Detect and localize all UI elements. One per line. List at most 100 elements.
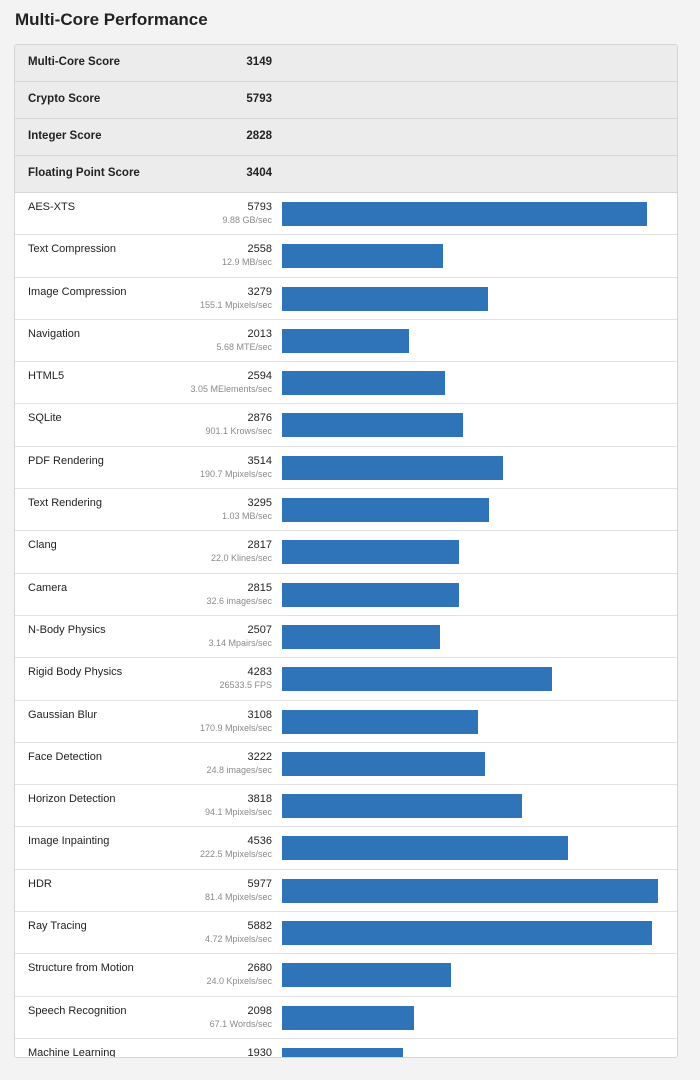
benchmark-row: Image Inpainting 4536 222.5 Mpixels/sec	[15, 827, 677, 870]
summary-value: 2828	[246, 130, 272, 142]
score-bar	[282, 878, 658, 903]
bar-track	[282, 244, 666, 269]
benchmark-name: Horizon Detection	[28, 793, 116, 806]
benchmark-name: Gaussian Blur	[28, 708, 98, 721]
benchmark-rate: 901.1 Krows/sec	[205, 426, 272, 437]
benchmark-row: Machine Learning193074.6 images/sec	[15, 1038, 677, 1057]
benchmark-score: 4283	[247, 666, 272, 679]
benchmark-rate: 32.6 images/sec	[206, 595, 272, 606]
benchmark-name: Rigid Body Physics	[28, 666, 123, 679]
benchmark-score: 5882	[247, 920, 272, 933]
bar-track	[282, 540, 666, 565]
benchmark-name: Text Rendering	[28, 497, 102, 510]
benchmark-rate: 222.5 Mpixels/sec	[199, 849, 272, 860]
bar-track	[282, 371, 666, 396]
benchmark-name: HTML5	[28, 370, 65, 383]
benchmark-name: Navigation	[28, 327, 80, 340]
summary-value: 3404	[246, 167, 272, 179]
bar-track	[282, 963, 666, 988]
benchmark-row: Text Rendering 3295 1.03 MB/sec	[15, 489, 677, 532]
benchmark-rate: 24.8 images/sec	[206, 764, 272, 775]
benchmark-score: 2594	[247, 370, 272, 383]
benchmark-rate: 81.4 Mpixels/sec	[204, 891, 272, 902]
page-title: Multi-Core Performance	[15, 10, 208, 29]
benchmark-row: Face Detection 3222 24.8 images/sec	[15, 742, 677, 786]
summary-row-floating-point: Floating Point Score 3404	[15, 156, 677, 193]
benchmark-name: Speech Recognition	[28, 1004, 127, 1017]
benchmark-score: 3514	[247, 454, 272, 467]
benchmark-rate: 170.9 Mpixels/sec	[199, 722, 272, 733]
bar-track	[282, 1047, 666, 1057]
bar-track	[282, 709, 666, 734]
summary-label: Integer Score	[28, 130, 102, 142]
benchmark-name: Camera	[28, 581, 68, 594]
score-bar	[282, 794, 522, 819]
bar-track	[282, 1005, 666, 1030]
benchmark-score: 3222	[247, 750, 272, 763]
benchmark-score: 2815	[247, 581, 272, 594]
benchmark-rate: 3.05 MElements/sec	[190, 384, 272, 395]
score-bar	[282, 286, 488, 311]
benchmark-name: Ray Tracing	[28, 920, 87, 933]
benchmark-rate: 67.1 Words/sec	[209, 1018, 272, 1029]
benchmark-row: Camera 2815 32.6 images/sec	[15, 573, 677, 616]
benchmark-rate: 94.1 Mpixels/sec	[204, 807, 272, 818]
bar-track	[282, 921, 666, 946]
benchmark-name: Image Compression	[28, 285, 127, 298]
score-bar	[282, 202, 647, 226]
benchmark-rate: 190.7 Mpixels/sec	[199, 468, 272, 479]
benchmark-row: Rigid Body Physics 4283 26533.5 FPS	[15, 658, 677, 701]
benchmark-name: PDF Rendering	[28, 454, 104, 467]
benchmark-name: Face Detection	[28, 750, 102, 763]
score-bar	[282, 963, 451, 988]
score-bar	[282, 498, 489, 523]
benchmark-score: 3279	[247, 285, 272, 298]
benchmark-name: N-Body Physics	[28, 623, 106, 636]
score-bar	[282, 836, 568, 861]
benchmark-rate: 5.68 MTE/sec	[216, 341, 272, 352]
benchmark-rate: 22.0 Klines/sec	[210, 553, 272, 564]
benchmark-row: Horizon Detection 3818 94.1 Mpixels/sec	[15, 785, 677, 828]
benchmark-rate: 9.88 GB/sec	[222, 215, 272, 225]
benchmark-rate: 4.72 Mpixels/sec	[204, 934, 272, 945]
benchmark-name: Text Compression	[28, 243, 117, 256]
benchmark-row: Ray Tracing 5882 4.72 Mpixels/sec	[15, 912, 677, 955]
benchmark-row: Text Compression 2558 12.9 MB/sec	[15, 235, 677, 278]
benchmark-row: Speech Recognition 2098 67.1 Words/sec	[15, 996, 677, 1039]
score-bar	[282, 582, 459, 607]
bar-track	[282, 794, 666, 819]
score-bar	[282, 667, 552, 692]
benchmark-rate: 24.0 Kpixels/sec	[206, 976, 272, 987]
score-bar	[282, 921, 652, 946]
bar-track	[282, 328, 666, 353]
summary-value: 3149	[246, 56, 272, 68]
benchmark-score: 2680	[247, 962, 272, 975]
score-bar	[282, 413, 463, 438]
benchmark-name: HDR	[28, 877, 52, 890]
benchmark-row: HTML5 2594 3.05 MElements/sec	[15, 362, 677, 405]
benchmark-row: Image Compression 3279 155.1 Mpixels/sec	[15, 277, 677, 320]
benchmark-name: Image Inpainting	[28, 835, 110, 848]
bar-track	[282, 667, 666, 692]
benchmark-row: AES-XTS 5793 9.88 GB/sec	[15, 193, 677, 236]
bar-track	[282, 498, 666, 523]
benchmark-score: 3295	[247, 497, 272, 510]
benchmark-score: 3818	[247, 793, 272, 806]
benchmark-rate: 1.03 MB/sec	[221, 511, 272, 522]
benchmark-name: SQLite	[28, 412, 62, 425]
benchmark-score: 5977	[247, 877, 272, 890]
score-bar	[282, 244, 443, 269]
benchmark-row: Navigation 2013 5.68 MTE/sec	[15, 319, 677, 363]
score-bar	[282, 328, 409, 353]
benchmark-row: HDR 5977 81.4 Mpixels/sec	[15, 869, 677, 913]
score-bar	[282, 624, 440, 649]
benchmark-row: Clang 2817 22.0 Klines/sec	[15, 531, 677, 574]
benchmark-name: Structure from Motion	[28, 962, 134, 975]
bar-track	[282, 455, 666, 480]
benchmark-row: N-Body Physics 2507 3.14 Mpairs/sec	[15, 615, 677, 659]
summary-row-crypto: Crypto Score 5793	[15, 82, 677, 119]
benchmark-rate: 155.1 Mpixels/sec	[199, 299, 272, 310]
benchmark-score: 2817	[247, 539, 272, 552]
benchmark-list: AES-XTS 5793 9.88 GB/sec Text Compression 25…	[15, 193, 677, 1057]
benchmark-row: PDF Rendering 3514 190.7 Mpixels/sec	[15, 446, 677, 490]
